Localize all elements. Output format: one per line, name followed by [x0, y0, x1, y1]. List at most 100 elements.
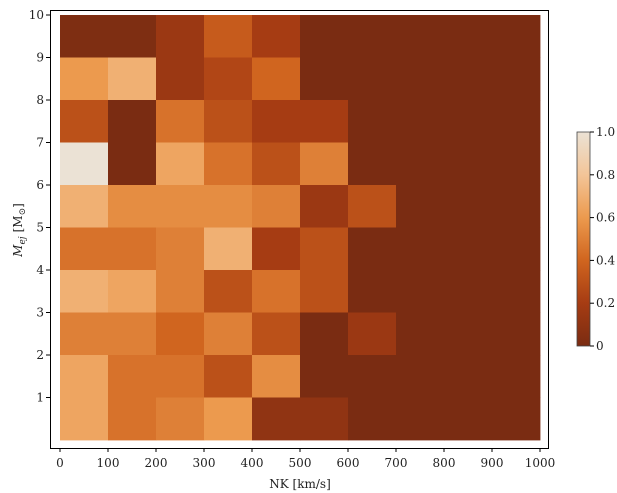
heatmap-cell: [444, 397, 493, 441]
y-tick-label: 4: [36, 263, 44, 277]
heatmap-cell: [60, 397, 109, 441]
heatmap-cell: [348, 355, 397, 398]
heatmap-cell: [492, 100, 541, 143]
heatmap-cell: [204, 355, 253, 398]
x-tick-label: 500: [289, 456, 312, 470]
heatmap-cell: [204, 57, 253, 101]
heatmap-cell: [492, 57, 541, 101]
heatmap-cell: [444, 355, 493, 398]
y-tick-label: 1: [36, 391, 44, 405]
x-tick-label: 1000: [525, 456, 556, 470]
heatmap-cell: [60, 312, 109, 356]
heatmap-cell: [204, 270, 253, 313]
heatmap-cell: [348, 185, 397, 228]
heatmap-cell: [108, 355, 157, 398]
y-axis-label: Mej [M⊙]: [11, 203, 28, 258]
heatmap-cell: [252, 227, 301, 271]
heatmap-cell: [396, 185, 445, 228]
heatmap-cell: [300, 397, 349, 441]
heatmap-cell: [156, 185, 205, 228]
y-axis-ticks: 1 2 3 4 5 6 7 8 9 10: [29, 8, 50, 405]
heatmap-cell: [252, 397, 301, 441]
heatmap-cell: [444, 270, 493, 313]
y-tick-label: 3: [36, 306, 44, 320]
heatmap-cell: [348, 57, 397, 101]
y-tick-label: 9: [36, 51, 44, 65]
heatmap-cell: [252, 355, 301, 398]
heatmap-cell: [108, 270, 157, 313]
x-axis-label: NK [km/s]: [269, 477, 331, 491]
heatmap-cell: [252, 100, 301, 143]
heatmap-cell: [492, 142, 541, 186]
y-tick-label: 6: [36, 178, 44, 192]
heatmap-cell: [300, 142, 349, 186]
heatmap-cell: [156, 15, 205, 58]
heatmap-cell: [108, 312, 157, 356]
heatmap-cell: [156, 270, 205, 313]
heatmap-cell: [156, 397, 205, 441]
heatmap-cell: [396, 270, 445, 313]
heatmap-cells: [60, 15, 541, 441]
heatmap-cell: [396, 142, 445, 186]
x-tick-label: 900: [481, 456, 504, 470]
heatmap-cell: [300, 270, 349, 313]
heatmap-cell: [300, 185, 349, 228]
heatmap-cell: [348, 15, 397, 58]
heatmap-cell: [204, 15, 253, 58]
heatmap-cell: [492, 397, 541, 441]
heatmap-cell: [444, 57, 493, 101]
y-tick-label: 7: [36, 136, 44, 150]
heatmap-cell: [156, 355, 205, 398]
heatmap-cell: [300, 227, 349, 271]
heatmap-cell: [204, 142, 253, 186]
heatmap-cell: [444, 312, 493, 356]
y-tick-label: 10: [29, 8, 44, 22]
heatmap-cell: [204, 312, 253, 356]
heatmap-cell: [348, 227, 397, 271]
heatmap-cell: [204, 397, 253, 441]
heatmap-cell: [108, 227, 157, 271]
y-tick-label: 8: [36, 93, 44, 107]
heatmap-cell: [396, 397, 445, 441]
heatmap-cell: [60, 355, 109, 398]
x-tick-label: 0: [56, 456, 64, 470]
x-tick-label: 300: [193, 456, 216, 470]
heatmap-cell: [396, 227, 445, 271]
heatmap-cell: [444, 227, 493, 271]
heatmap-cell: [492, 15, 541, 58]
heatmap-cell: [396, 100, 445, 143]
y-tick-label: 5: [36, 221, 44, 235]
heatmap-cell: [60, 142, 109, 186]
x-tick-label: 200: [145, 456, 168, 470]
heatmap-cell: [204, 185, 253, 228]
heatmap-cell: [348, 312, 397, 356]
heatmap-cell: [60, 185, 109, 228]
colorbar-tick-label: 1.0: [596, 125, 615, 139]
heatmap-cell: [108, 100, 157, 143]
colorbar-tick-label: 0: [596, 339, 604, 353]
heatmap-cell: [348, 142, 397, 186]
y-axis-label-main: M: [11, 244, 25, 258]
heatmap-cell: [396, 312, 445, 356]
y-axis-label-sub: ej: [18, 236, 28, 244]
heatmap-cell: [396, 15, 445, 58]
x-tick-label: 100: [97, 456, 120, 470]
heatmap-cell: [300, 312, 349, 356]
heatmap-cell: [156, 57, 205, 101]
heatmap-cell: [108, 397, 157, 441]
heatmap-cell: [108, 185, 157, 228]
heatmap-cell: [492, 355, 541, 398]
heatmap-cell: [156, 100, 205, 143]
heatmap-cell: [156, 227, 205, 271]
heatmap-cell: [60, 100, 109, 143]
heatmap-cell: [108, 142, 157, 186]
colorbar: [576, 131, 591, 347]
heatmap-cell: [252, 312, 301, 356]
heatmap-cell: [348, 270, 397, 313]
x-tick-label: 700: [385, 456, 408, 470]
heatmap-cell: [156, 312, 205, 356]
heatmap-cell: [444, 15, 493, 58]
heatmap-cell: [252, 57, 301, 101]
heatmap-cell: [252, 270, 301, 313]
